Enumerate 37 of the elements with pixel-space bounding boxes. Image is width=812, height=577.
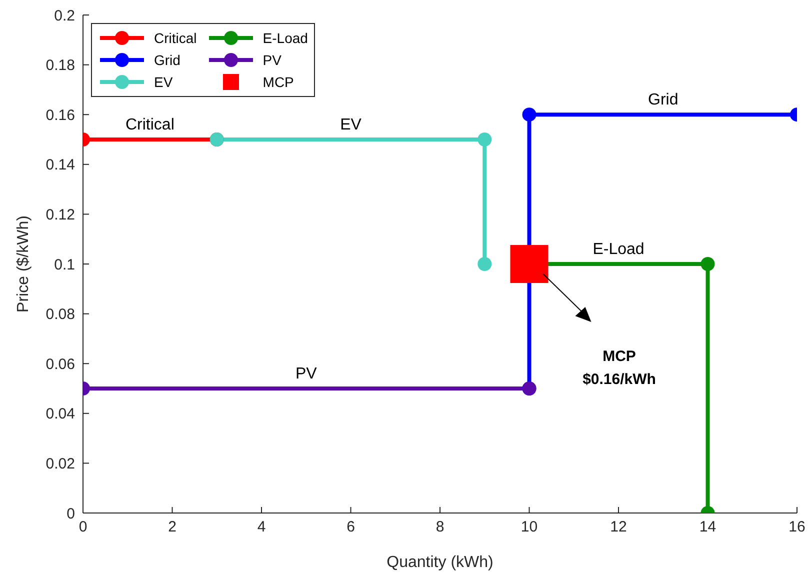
x-tick-label: 12: [610, 518, 627, 536]
y-tick-label: 0.08: [46, 306, 75, 324]
x-tick-label: 8: [436, 518, 444, 536]
x-tick-label: 16: [788, 518, 806, 536]
legend-label: MCP: [262, 74, 294, 90]
text: Critical: [125, 116, 174, 134]
y-tick-label: 0.2: [54, 7, 75, 24]
legend-label: E-Load: [262, 30, 308, 46]
y-tick-label: 0: [66, 505, 75, 522]
y-tick-label: 0.12: [46, 206, 75, 224]
y-tick-label: 0.06: [46, 356, 75, 373]
legend-label: Grid: [154, 52, 180, 68]
x-tick-label: 4: [257, 518, 266, 536]
x-tick-label: 2: [168, 518, 176, 536]
text: EV: [340, 116, 362, 134]
y-tick-label: 0.14: [46, 156, 75, 174]
text: E-Load: [592, 241, 644, 258]
y-tick-label: 0.02: [46, 456, 75, 473]
x-axis-title: Quantity (kWh): [386, 554, 494, 571]
point: [510, 245, 548, 283]
x-tick-label: 14: [699, 518, 716, 536]
y-tick-label: 0.1: [54, 256, 75, 274]
text: Grid: [648, 92, 678, 109]
point: [478, 132, 492, 146]
annotation: MCP $0.16/kWh: [582, 348, 656, 388]
y-axis-title: Price ($/kWh): [15, 216, 32, 312]
legend-label: PV: [262, 52, 282, 68]
y-tick-label: 0.18: [46, 57, 75, 74]
legend-label: EV: [154, 74, 173, 90]
legend-label: Critical: [154, 30, 197, 46]
x-tick-label: 0: [78, 518, 88, 536]
y-tick-label: 0.16: [46, 106, 75, 124]
x-tick-label: 10: [520, 518, 538, 536]
point: [478, 257, 492, 271]
text: PV: [295, 366, 317, 382]
x-tick-label: 6: [346, 518, 355, 536]
y-tick-label: 0.04: [46, 406, 75, 423]
